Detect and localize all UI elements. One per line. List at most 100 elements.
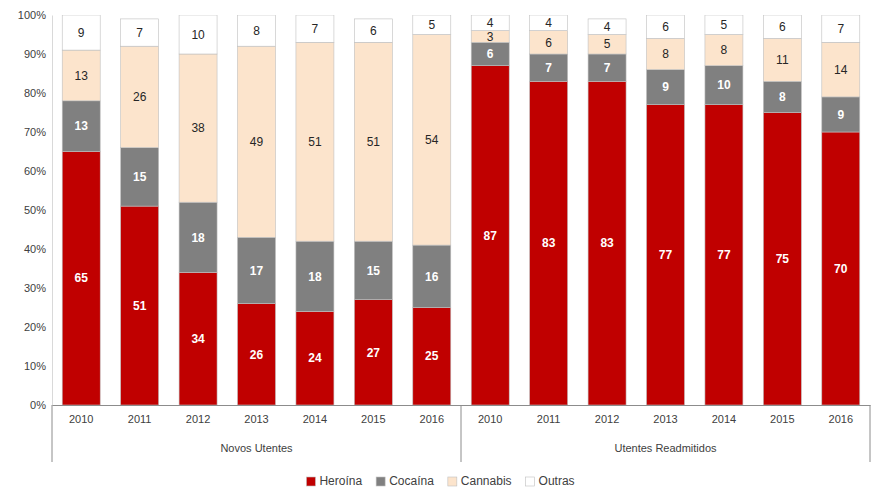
- data-label: 6: [545, 36, 552, 50]
- legend-label: Outras: [539, 474, 575, 488]
- x-tick: 2010: [478, 405, 502, 425]
- x-tick: 2011: [537, 405, 561, 425]
- data-label: 9: [662, 80, 669, 94]
- bar-segment: [822, 15, 860, 42]
- groups: Novos Utentes Utentes Readmitidos: [52, 405, 870, 462]
- x-tick-label: 2013: [244, 413, 268, 425]
- data-label: 77: [717, 248, 731, 262]
- x-tick-label: 2010: [478, 413, 502, 425]
- group-separator: [52, 405, 53, 462]
- y-tick-label: 50%: [24, 204, 46, 216]
- x-tick: 2015: [361, 405, 385, 425]
- legend-item: Heroína: [306, 474, 362, 488]
- y-tick: 90%: [24, 48, 52, 60]
- x-tick-label: 2012: [186, 413, 210, 425]
- data-label: 38: [191, 121, 205, 135]
- data-label: 70: [834, 262, 848, 276]
- bar-segment: [354, 19, 392, 42]
- x-tick: 2014: [712, 405, 736, 425]
- bar-segment: [354, 300, 392, 405]
- data-label: 6: [370, 24, 377, 38]
- y-tick-label: 20%: [24, 321, 46, 333]
- bar-segment: [588, 35, 626, 55]
- data-label: 18: [191, 231, 205, 245]
- bar-segment: [647, 105, 685, 405]
- bar-segment: [413, 15, 451, 35]
- x-tick: 2012: [595, 405, 619, 425]
- bar-segment: [238, 237, 276, 303]
- data-label: 5: [721, 18, 728, 32]
- bar-segment: [530, 54, 568, 81]
- y-tick-label: 90%: [24, 48, 46, 60]
- y-tick-label: 30%: [24, 282, 46, 294]
- group-label: Novos Utentes: [220, 442, 293, 454]
- bar-segment: [647, 15, 685, 38]
- group-separator: [870, 405, 871, 462]
- x-tick-label: 2011: [128, 413, 152, 425]
- data-label: 26: [250, 348, 264, 362]
- y-tick-label: 100%: [18, 9, 46, 21]
- bar-segment: [588, 81, 626, 405]
- y-tick-label: 10%: [24, 360, 46, 372]
- bar-segment: [121, 46, 159, 147]
- y-tick-label: 80%: [24, 87, 46, 99]
- data-label: 18: [308, 270, 322, 284]
- y-tick: 0%: [30, 399, 52, 411]
- data-label: 77: [659, 248, 673, 262]
- data-label: 75: [776, 252, 790, 266]
- data-label: 27: [367, 346, 381, 360]
- data-label: 51: [367, 135, 381, 149]
- y-tick: 60%: [24, 165, 52, 177]
- data-label: 3: [487, 30, 494, 44]
- bar-segment: [238, 46, 276, 237]
- data-label: 5: [604, 37, 611, 51]
- bar-segment: [822, 42, 860, 97]
- bar-segment: [354, 42, 392, 241]
- bar-segment: [647, 38, 685, 69]
- bar-segment: [62, 15, 100, 50]
- data-label: 15: [367, 264, 381, 278]
- bar-segment: [705, 35, 743, 66]
- bar-segment: [763, 113, 801, 406]
- data-label: 26: [133, 90, 147, 104]
- data-label: 4: [604, 20, 611, 34]
- data-label: 11: [776, 53, 789, 67]
- y-tick: 40%: [24, 243, 52, 255]
- bar-segment: [179, 15, 217, 54]
- y-axis: 0%10%20%30%40%50%60%70%80%90%100%: [18, 9, 53, 411]
- x-tick: 2014: [303, 405, 327, 425]
- y-tick-label: 0%: [30, 399, 46, 411]
- bar-segment: [121, 206, 159, 405]
- x-tick-label: 2014: [303, 413, 327, 425]
- x-tick-label: 2015: [361, 413, 385, 425]
- legend-swatch: [306, 477, 315, 486]
- group-separator: [461, 405, 462, 462]
- bar-segment: [471, 15, 509, 31]
- bar-segment: [296, 311, 334, 405]
- data-label: 7: [545, 61, 552, 75]
- bar-segment: [705, 105, 743, 405]
- bar-segment: [763, 81, 801, 112]
- group-label: Utentes Readmitidos: [614, 442, 717, 454]
- bar-segment: [238, 304, 276, 405]
- data-label: 5: [428, 18, 435, 32]
- bar-segment: [121, 148, 159, 207]
- bar-segment: [413, 245, 451, 307]
- data-label: 6: [779, 20, 786, 34]
- bar-segment: [179, 202, 217, 272]
- x-tick: 2010: [69, 405, 93, 425]
- bar-segment: [413, 308, 451, 406]
- data-label: 7: [837, 22, 844, 36]
- bar-segment: [763, 15, 801, 38]
- bar-segment: [530, 15, 568, 31]
- x-tick-label: 2015: [770, 413, 794, 425]
- data-label: 13: [75, 69, 89, 83]
- data-label: 8: [253, 24, 260, 38]
- bar-segment: [179, 272, 217, 405]
- bar-segment: [822, 97, 860, 132]
- legend-swatch: [376, 477, 385, 486]
- bar-segment: [530, 81, 568, 405]
- data-label: 4: [487, 16, 494, 30]
- legend: HeroínaCocaínaCannabisOutras: [306, 474, 574, 488]
- x-tick-label: 2012: [595, 413, 619, 425]
